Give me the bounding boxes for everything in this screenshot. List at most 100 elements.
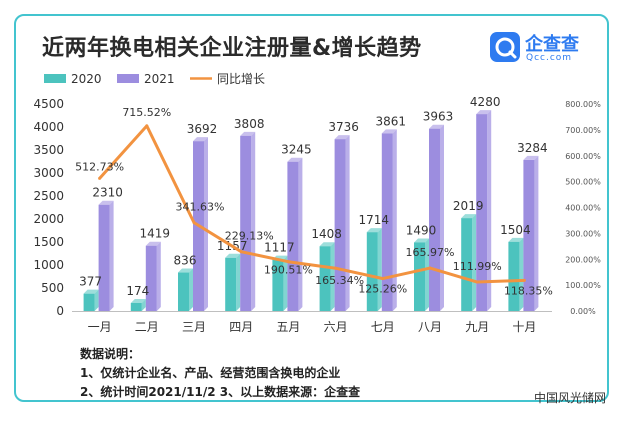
y-right-tick-label: 400.00% [565,204,601,213]
bar-2020 [83,289,99,311]
growth-point [239,250,243,254]
data-notes: 数据说明： 1、仅统计企业名、产品、经营范围含换电的企业 2、统计时间2021/… [80,345,360,402]
data-label-2020: 174 [126,284,149,298]
bar-2021-side [298,157,303,311]
x-tick-label: 四月 [229,320,253,334]
bar-2020 [178,268,193,311]
bar-2020 [366,228,382,311]
growth-point [334,266,338,270]
growth-data-label: 111.99% [453,260,502,273]
y-right-tick-label: 500.00% [565,178,601,187]
bar-2020-top [366,228,382,233]
bar-2020 [130,298,146,311]
data-label-2020: 836 [174,254,197,268]
data-label-2021: 3808 [234,117,265,131]
data-label-2020: 1714 [359,213,390,227]
qcc-logo-icon [490,32,520,62]
growth-point [475,280,479,284]
growth-data-label: 341.63% [176,201,225,214]
bar-2020-front [272,259,284,311]
bar-2020 [319,242,335,311]
growth-data-label: 715.52% [122,106,171,119]
growth-data-label: 165.34% [315,274,364,287]
growth-point [428,266,432,270]
bar-2020-front [178,272,189,311]
logo-sub: Qcc.com [526,53,573,63]
bar-2021-side [156,241,161,311]
bar-2021-top [145,241,161,246]
legend-label-2021: 2021 [144,72,175,86]
bar-2021-top [381,129,397,134]
y-right-tick-label: 0.00% [570,307,596,316]
x-tick-label: 六月 [324,320,348,334]
growth-data-label: 125.26% [358,283,407,296]
data-label-2021: 4280 [470,95,501,109]
x-tick-label: 八月 [418,320,442,334]
notes-heading: 数据说明： [80,347,141,361]
bar-2021 [429,124,444,312]
bar-2021-top [334,135,350,140]
y-axis-right: 0.00% 100.00% 200.00% 300.00% 400.00% 500.00%… [565,100,601,316]
bar-2021-top [193,137,208,142]
growth-data-label: 118.35% [504,284,553,297]
bar-2020-side [330,242,335,311]
y-left-tick-label: 2000 [33,212,64,226]
growth-point [522,278,526,282]
x-tick-label: 九月 [465,320,489,334]
data-label-2020: 1117 [264,241,295,255]
bar-2020-front [414,242,425,311]
y-right-tick-label: 100.00% [565,281,601,290]
y-left-tick-label: 0 [56,304,64,318]
x-tick-label: 一月 [88,320,112,334]
bar-2020-side [472,214,477,311]
bar-2020-front [508,241,520,311]
watermark: 中国风光储网 [534,391,607,405]
y-left-tick-label: 500 [41,281,64,295]
y-left-tick-label: 4500 [33,97,64,111]
bar-2021-front [145,245,157,311]
bars: 3772310174141983636921157380811173245140… [79,95,548,312]
y-axis-left: 0 500 1000 1500 2000 2500 3000 3500 4000 4500 [33,97,64,318]
bar-2020-side [189,268,193,311]
data-label-2021: 3736 [328,120,359,134]
y-right-tick-label: 700.00% [565,126,601,135]
bar-2020-side [141,298,146,311]
legend: 2020 2021 同比增长 [44,72,265,86]
bar-2021-side [109,200,114,311]
growth-data-label: 229.13% [225,230,274,243]
data-label-2020: 377 [79,275,102,289]
bar-2020-top [414,238,429,243]
legend-label-growth: 同比增长 [217,72,265,86]
legend-swatch-2020 [44,74,66,83]
logo-name: 企查查 [525,34,579,55]
y-left-tick-label: 4000 [33,120,64,134]
x-tick-label: 十月 [512,320,536,334]
bar-2020-top [508,237,524,242]
bar-2020-side [236,253,241,311]
bar-2021 [145,241,161,311]
y-left-tick-label: 3000 [33,166,64,180]
bar-2020 [225,253,241,311]
x-axis: 一月 二月 三月 四月 五月 六月 七月 八月 九月 十月 [72,311,552,334]
bar-2020-front [366,232,378,311]
data-label-2020: 2019 [453,199,484,213]
bar-2020-front [83,293,95,311]
bar-2021-side [392,129,397,311]
growth-point [381,277,385,281]
y-left-tick-label: 3500 [33,143,64,157]
bar-2020-front [319,246,331,311]
bar-2021 [381,129,397,311]
bar-2020-side [519,237,524,311]
data-label-2020: 1490 [406,223,437,237]
growth-series-line [98,124,525,284]
growth-data-label: 512.73% [75,160,124,173]
bar-2021 [287,157,303,311]
bar-2020-front [225,257,237,311]
growth-point [98,176,102,180]
bar-2021 [523,155,539,311]
bar-2021-top [523,155,539,160]
x-tick-label: 二月 [135,320,159,334]
bar-2021-front [381,133,393,311]
bar-2020-front [461,218,473,311]
